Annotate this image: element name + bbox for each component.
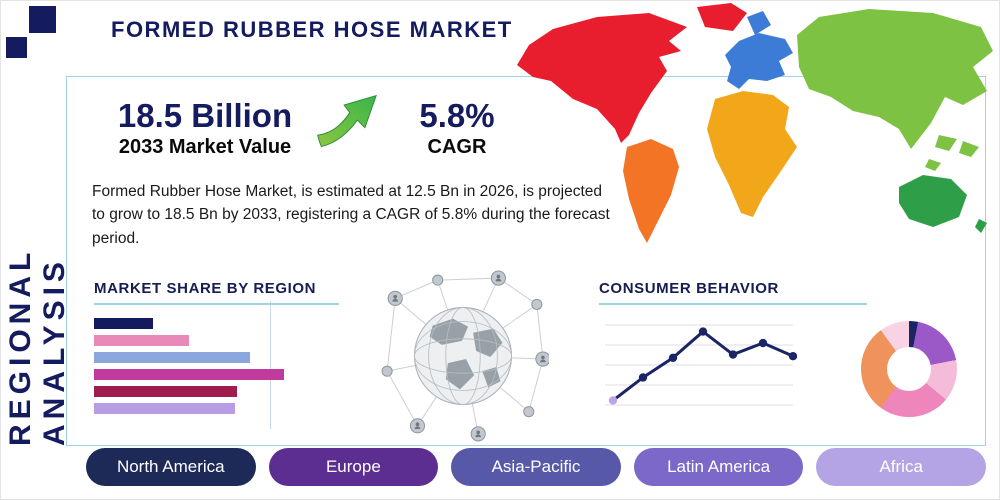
bar-6	[94, 403, 235, 414]
consumer-behavior-line-chart	[605, 324, 797, 406]
market-share-section: MARKET SHARE BY REGION	[94, 280, 339, 414]
growth-arrow-icon	[317, 94, 377, 148]
donut-hole	[887, 347, 931, 391]
region-button-north-america[interactable]: North America	[86, 448, 256, 486]
region-button-europe[interactable]: Europe	[268, 448, 439, 486]
decorative-square-2	[6, 37, 27, 58]
bar-5	[94, 386, 237, 397]
region-button-africa[interactable]: Africa	[816, 448, 986, 486]
region-buttons-row: North America Europe Asia-Pacific Latin Ame…	[86, 448, 986, 486]
market-description: Formed Rubber Hose Market, is estimated …	[92, 183, 610, 247]
data-point-5	[728, 350, 738, 359]
bar-4	[94, 369, 284, 380]
map-southeast-asia	[925, 135, 979, 171]
consumer-behavior-title: CONSUMER BEHAVIOR	[599, 280, 867, 305]
bar-3	[94, 352, 250, 363]
map-europe	[725, 11, 793, 89]
region-button-asia-pacific[interactable]: Asia-Pacific	[451, 448, 621, 486]
cagr-caption: CAGR	[427, 135, 487, 158]
consumer-behavior-section: CONSUMER BEHAVIOR	[599, 280, 867, 305]
content-card: 18.5 Billion 2033 Market Value 5.8% CAGR…	[66, 76, 986, 446]
decorative-square-1	[29, 6, 56, 33]
map-south-america	[623, 139, 679, 243]
market-value-caption: 2033 Market Value	[118, 135, 292, 158]
region-donut-chart	[861, 321, 957, 417]
section-divider-line	[270, 301, 271, 429]
data-point-4	[698, 327, 708, 336]
side-label: REGIONAL ANALYSIS	[4, 248, 71, 446]
region-button-latin-america[interactable]: Latin America	[633, 448, 804, 486]
map-africa	[707, 91, 797, 217]
market-value-number: 18.5 Billion	[117, 97, 293, 134]
bar-2	[94, 335, 189, 346]
cagr-stat: 5.8% CAGR	[402, 97, 512, 159]
map-greenland	[697, 3, 747, 31]
market-share-title: MARKET SHARE BY REGION	[94, 280, 339, 305]
data-point-6	[758, 338, 768, 348]
data-point-7	[788, 351, 797, 361]
map-australia	[899, 175, 987, 233]
market-share-bar-chart	[94, 318, 284, 414]
data-point-3	[668, 353, 678, 362]
data-point-2	[638, 373, 648, 382]
map-asia	[797, 9, 993, 149]
bar-1	[94, 318, 153, 329]
page-title: FORMED RUBBER HOSE MARKET	[111, 17, 513, 42]
user-icons	[392, 274, 546, 438]
market-value-stat: 18.5 Billion 2033 Market Value	[95, 97, 315, 159]
cagr-number: 5.8%	[419, 97, 495, 134]
globe-gridlines	[414, 307, 512, 405]
map-north-america	[517, 13, 687, 143]
globe-network-graphic	[381, 270, 549, 442]
world-map	[517, 3, 993, 243]
data-point-1	[608, 396, 618, 405]
